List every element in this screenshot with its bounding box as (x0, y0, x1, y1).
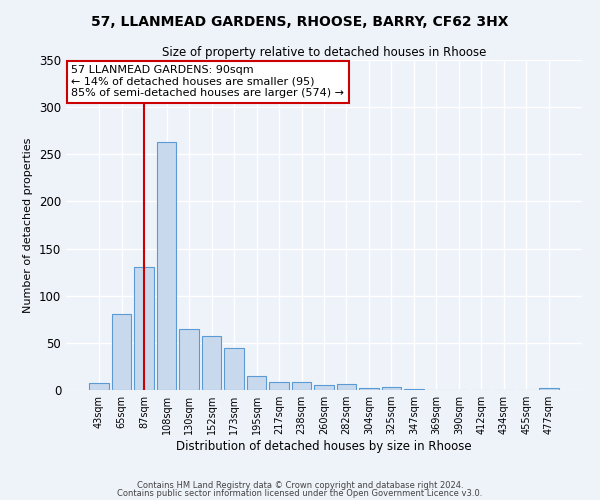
Text: 57, LLANMEAD GARDENS, RHOOSE, BARRY, CF62 3HX: 57, LLANMEAD GARDENS, RHOOSE, BARRY, CF6… (91, 15, 509, 29)
Bar (89, 384, 109, 390)
Bar (337, 384, 356, 390)
Bar (224, 348, 244, 390)
Bar (157, 142, 176, 390)
Title: Size of property relative to detached houses in Rhoose: Size of property relative to detached ho… (162, 46, 486, 59)
Bar (134, 268, 154, 390)
Bar (314, 386, 334, 390)
Text: 57 LLANMEAD GARDENS: 90sqm
← 14% of detached houses are smaller (95)
85% of semi: 57 LLANMEAD GARDENS: 90sqm ← 14% of deta… (71, 65, 344, 98)
Bar (539, 388, 559, 390)
Bar (269, 382, 289, 390)
Text: Contains public sector information licensed under the Open Government Licence v3: Contains public sector information licen… (118, 489, 482, 498)
Bar (202, 336, 221, 390)
Bar (404, 389, 424, 390)
Text: Contains HM Land Registry data © Crown copyright and database right 2024.: Contains HM Land Registry data © Crown c… (137, 480, 463, 490)
Bar (179, 328, 199, 390)
Bar (382, 387, 401, 390)
Bar (292, 382, 311, 390)
Bar (247, 376, 266, 390)
X-axis label: Distribution of detached houses by size in Rhoose: Distribution of detached houses by size … (176, 440, 472, 453)
Y-axis label: Number of detached properties: Number of detached properties (23, 138, 34, 312)
Bar (359, 388, 379, 390)
Bar (112, 314, 131, 390)
